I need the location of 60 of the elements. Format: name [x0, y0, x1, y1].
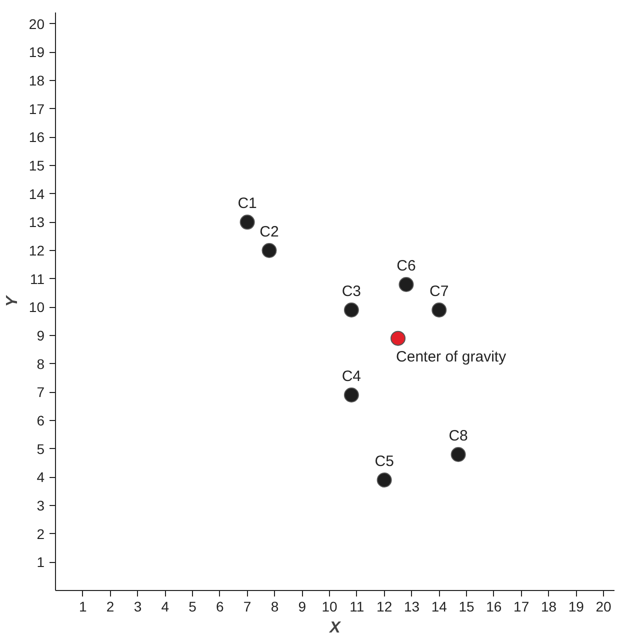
annotation: C5 [374, 453, 394, 470]
y-axis-title: Y [4, 294, 21, 307]
x-tick-label: 6 [216, 598, 224, 614]
x-tick-label: 14 [431, 598, 448, 614]
x-tick-label: 1 [79, 598, 88, 614]
y-tick-label: 15 [28, 158, 45, 174]
y-tick-label: 4 [36, 469, 45, 486]
y-tick-label: 16 [28, 129, 45, 146]
annotation: C3 [342, 283, 362, 300]
y-tick-label: 9 [36, 328, 45, 344]
point [432, 302, 447, 318]
y-tick-label: 14 [28, 186, 45, 202]
x-tick-label: 13 [404, 598, 420, 614]
x-tick-label: 19 [568, 598, 584, 614]
point [344, 302, 359, 318]
y-tick-label: 11 [30, 270, 45, 287]
x-axis-title: X [328, 620, 342, 636]
x-tick-label: 3 [134, 598, 142, 614]
x-tick-label: 4 [161, 598, 170, 614]
y-tick-label: 18 [28, 72, 45, 88]
x-tick-label: 16 [486, 598, 502, 614]
y-tick-label: 12 [28, 242, 45, 258]
y-tick-label: 17 [28, 100, 45, 117]
x-tick-label: 11 [350, 598, 364, 614]
y-tick-label: 8 [36, 356, 45, 372]
x-tick-label: 10 [322, 598, 338, 614]
point [450, 447, 466, 462]
y-tick-label: 1 [36, 554, 45, 570]
y-tick-label: 6 [36, 412, 45, 428]
x-tick-label: 9 [298, 598, 306, 614]
x-tick-label: 20 [596, 598, 612, 614]
x-tick-label: 12 [376, 598, 392, 614]
point [344, 388, 359, 402]
annotation: C7 [430, 283, 449, 300]
x-tick-label: 5 [188, 598, 197, 614]
point [390, 330, 406, 346]
point [398, 277, 414, 292]
x-tick-label: 2 [106, 598, 114, 614]
x-tick-label: 18 [540, 598, 557, 614]
point [240, 214, 255, 230]
x-tick-label: 8 [270, 598, 279, 614]
y-tick-label: 13 [28, 214, 45, 230]
annotation: C8 [448, 428, 468, 444]
y-tick-label: 7 [36, 384, 45, 400]
annotation: C2 [260, 224, 279, 240]
y-tick-label: 20 [28, 16, 45, 32]
x-tick-label: 7 [243, 598, 252, 614]
annotation: C1 [238, 195, 257, 212]
y-tick-label: 3 [36, 498, 45, 514]
x-tick-label: 17 [514, 598, 530, 614]
annotation: C4 [342, 368, 362, 385]
point [376, 472, 392, 488]
y-tick-label: 2 [36, 526, 45, 542]
point [262, 243, 277, 258]
x-tick-label: 15 [458, 598, 475, 614]
y-tick-label: 10 [28, 299, 45, 316]
annotation: Center of gravity [396, 348, 507, 366]
y-tick-label: 5 [36, 440, 45, 457]
annotation: C6 [396, 258, 416, 274]
y-tick-label: 19 [28, 44, 45, 60]
